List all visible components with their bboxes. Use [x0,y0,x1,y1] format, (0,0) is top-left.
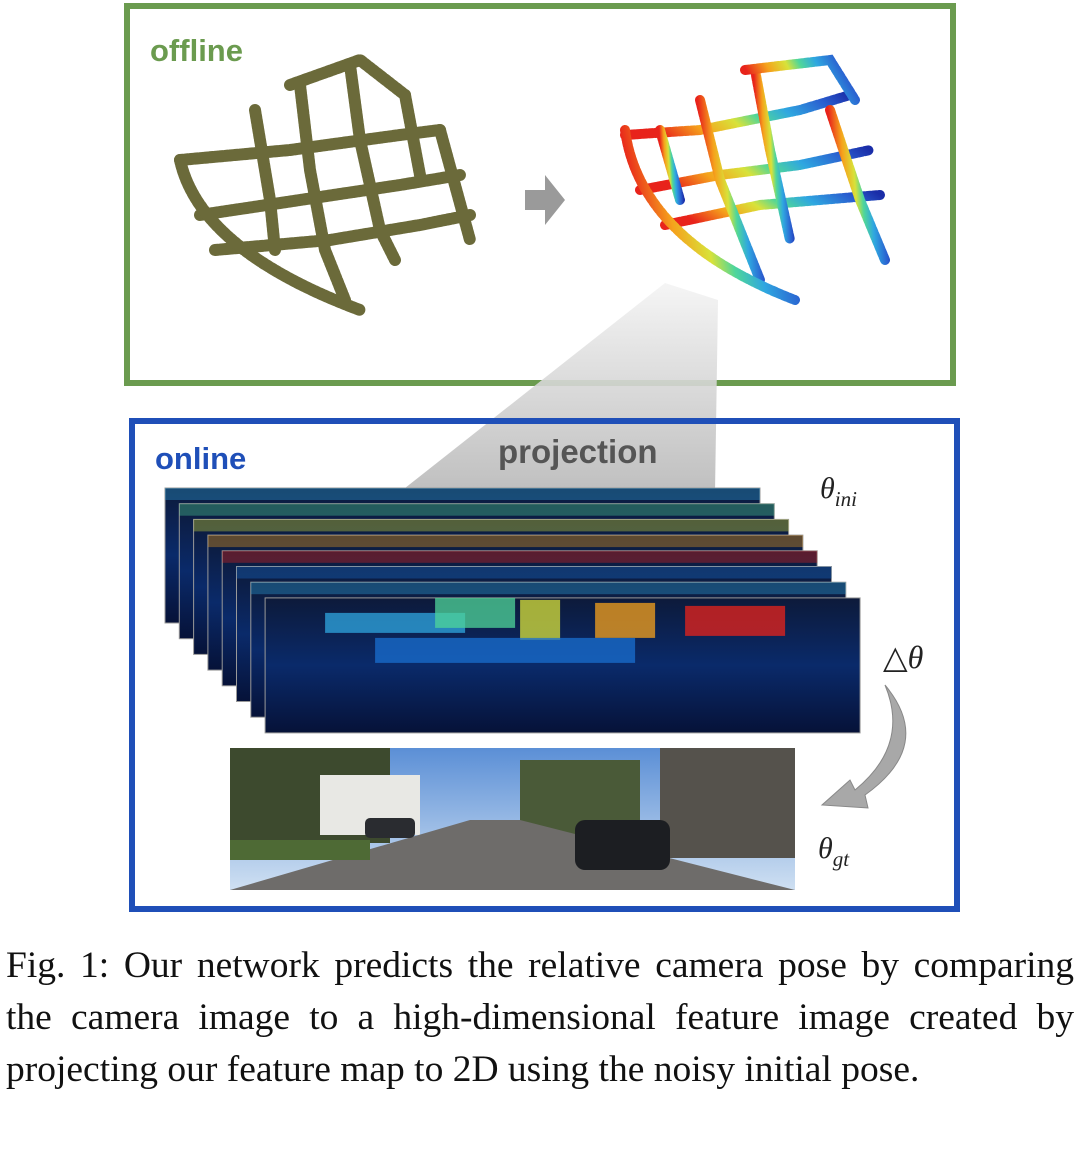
feature-patch [179,503,775,516]
feature-patch [595,602,656,638]
camera-image [230,748,795,890]
subscript: gt [833,847,851,871]
projection-label: projection [498,433,658,470]
feature-map [620,54,890,305]
pose-delta: △θ [883,639,923,675]
feature-patch [207,535,803,548]
feature-patch [435,597,516,628]
online-label: online [155,441,246,476]
feature-patch [222,550,818,563]
online-box [129,418,960,912]
subscript: ini [835,487,857,511]
feature-patch [250,582,846,595]
caption: Fig. 1: Our network predicts the relativ… [6,945,1074,1090]
ground-truth-pose: θgt [818,832,850,871]
figure: offline online projection θini △θ θgt [124,3,960,912]
feature-image-stack [164,487,861,734]
offline-label: offline [150,33,243,68]
update-arrow [820,684,907,809]
feature-patch [520,599,561,640]
initial-pose: θini [820,472,857,511]
symbol: θ [820,472,835,505]
arrow [525,175,565,225]
feature-patch [193,519,789,532]
feature-patch [375,637,636,663]
point-map [174,53,476,316]
symbol: θ [818,832,833,865]
projection-cone [400,283,718,492]
feature-patch [165,488,760,500]
feature-patch [236,566,832,579]
feature-layer [264,597,861,734]
feature-patch [325,612,466,633]
feature-patch [685,605,786,636]
